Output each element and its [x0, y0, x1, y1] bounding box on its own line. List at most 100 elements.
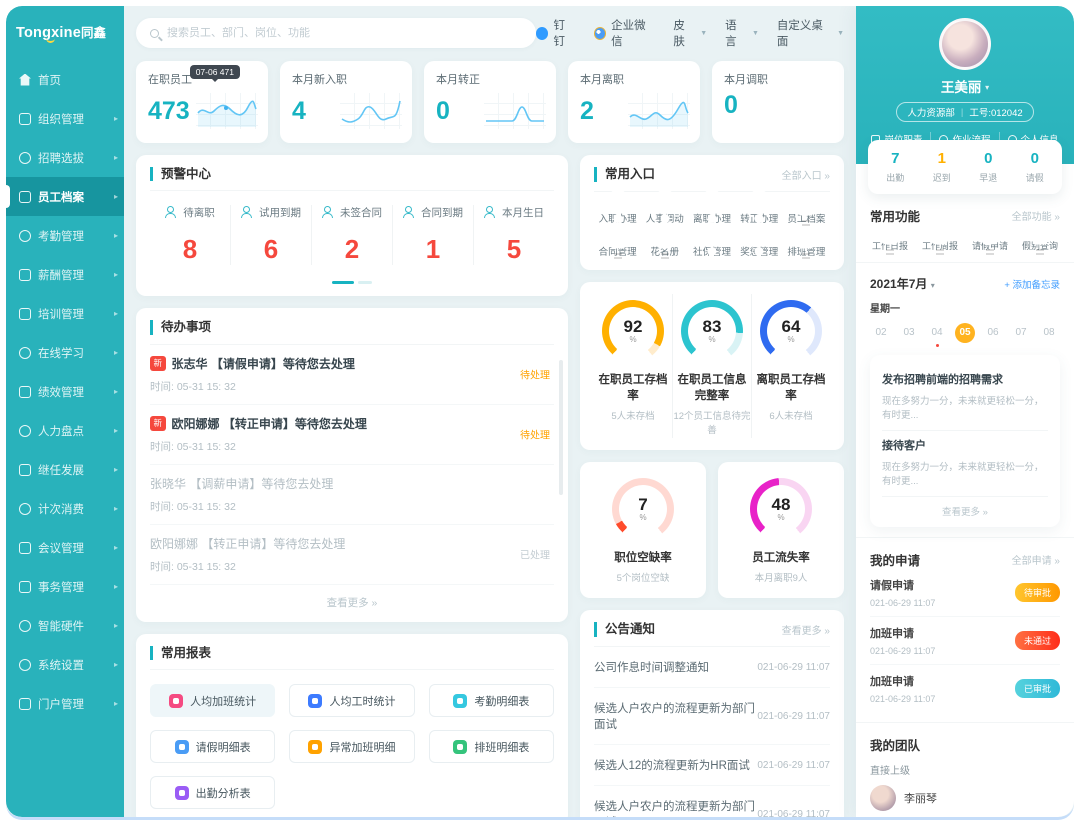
entry-onboarding[interactable]: 入职办理 [594, 206, 641, 225]
day-cell[interactable]: 04 [927, 323, 947, 347]
fn-leave-request[interactable]: 请假申请 [971, 241, 1008, 251]
attendance-present[interactable]: 7 出勤 [886, 150, 905, 183]
notice-item[interactable]: 候选人12的流程更新为HR面试 021-06-29 11:07 [594, 745, 830, 786]
sidebar-item-attendance[interactable]: 考勤管理 ▸ [6, 216, 124, 255]
sidebar-item-hardware[interactable]: 智能硬件 ▸ [6, 606, 124, 645]
search-bar[interactable] [136, 18, 536, 48]
report-attendance-analysis-button[interactable]: 出勤分析表 [150, 776, 276, 810]
sidebar-item-recruitment[interactable]: 招聘选拔 ▸ [6, 138, 124, 177]
todo-item[interactable]: 欧阳娜娜 【转正申请】等待您去处理 时间: 05-31 15: 32 已处理 [150, 525, 554, 585]
warning-pending-resign[interactable]: 待离职 8 [150, 205, 231, 266]
sidebar-item-portal[interactable]: 门户管理 ▸ [6, 684, 124, 723]
warning-birthdays[interactable]: 本月生日 5 [474, 205, 554, 265]
entry-personnel-transfer[interactable]: 人事调动 [641, 206, 688, 225]
day-cell[interactable]: 06 [987, 327, 999, 338]
entry-regularization[interactable]: 转正办理 [736, 206, 783, 225]
memo-item[interactable]: 发布招聘前端的招聘需求 现在多努力一分，未来就更轻松一分，有时更... [882, 365, 1048, 431]
report-avg-hours-button[interactable]: 人均工时统计 [289, 684, 415, 718]
attendance-leave[interactable]: 0 请假 [1025, 150, 1044, 183]
scrollbar[interactable] [559, 360, 563, 496]
user-name[interactable]: 王美丽 ▾ [940, 80, 990, 95]
stat-card-resigned[interactable]: 本月离职 2 [568, 61, 700, 143]
sidebar-item-performance[interactable]: 绩效管理 ▸ [6, 372, 124, 411]
stat-card-regularized[interactable]: 本月转正 0 [424, 61, 556, 143]
view-more-link[interactable]: 查看更多 » [781, 626, 830, 637]
warning-contract-expiry[interactable]: 合同到期 1 [393, 205, 474, 266]
supervisor-row[interactable]: 李丽琴 [870, 785, 1060, 817]
sidebar-item-employee-archive[interactable]: 员工档案 ▸ [6, 177, 124, 216]
day-cell[interactable]: 08 [1043, 327, 1055, 338]
chevron-down-icon: ▾ [930, 281, 935, 290]
application-item[interactable]: 加班申请 021-06-29 11:07 未通过 [870, 617, 1060, 665]
sidebar-item-org-mgmt[interactable]: 组织管理 ▸ [6, 99, 124, 138]
stats-row: 在职员工 473 07-06 471 本月新入职 4 [136, 61, 844, 143]
all-applications-link[interactable]: 全部申请 » [1011, 556, 1060, 567]
carousel-indicator[interactable] [150, 281, 554, 285]
fn-leave-type-query[interactable]: 假别查询 [1021, 241, 1058, 251]
sidebar-item-succession[interactable]: 继任发展 ▸ [6, 450, 124, 489]
sidebar-item-affairs[interactable]: 事务管理 ▸ [6, 567, 124, 606]
fn-daily-report[interactable]: 工作日报 [872, 241, 909, 251]
skin-dropdown[interactable]: 皮肤 ▼ [673, 20, 708, 48]
view-more-link[interactable]: 查看更多 » [326, 596, 378, 609]
avatar[interactable] [939, 18, 991, 70]
stat-card-active-employees[interactable]: 在职员工 473 07-06 471 [136, 61, 268, 143]
dingtalk-button[interactable]: 钉钉 [535, 17, 576, 49]
report-schedule-detail-button[interactable]: 排班明细表 [428, 730, 554, 764]
attendance-late[interactable]: 1 迟到 [932, 150, 951, 183]
add-memo-button[interactable]: + 添加备忘录 [1004, 279, 1060, 291]
warning-probation-due[interactable]: 试用到期 6 [231, 205, 312, 266]
all-entries-link[interactable]: 全部入口 » [781, 171, 830, 182]
notice-item[interactable]: 公司作息时间调整通知 021-06-29 11:07 [594, 647, 830, 688]
entry-contract-mgmt[interactable]: 合同管理 [594, 239, 641, 258]
sidebar-item-training[interactable]: 培训管理 ▸ [6, 294, 124, 333]
logo-brand: Tongxine [16, 25, 81, 41]
report-leave-detail-button[interactable]: 请假明细表 [150, 730, 276, 764]
warning-unsigned-contract[interactable]: 未签合同 2 [312, 205, 393, 266]
report-avg-overtime-button[interactable]: 人均加班统计 [150, 684, 276, 718]
todo-item[interactable]: 新欧阳娜娜 【转正申请】等待您去处理 时间: 05-31 15: 32 待处理 [150, 405, 554, 465]
entry-roster[interactable]: 花名册 [641, 239, 688, 258]
custom-desktop-dropdown[interactable]: 自定义桌面 ▼ [776, 20, 844, 48]
search-input[interactable] [167, 27, 522, 39]
sidebar-item-salary[interactable]: 薪酬管理 ▸ [6, 255, 124, 294]
entry-employee-archive[interactable]: 员工档案 [783, 206, 830, 225]
entry-reward-punishment[interactable]: 奖惩管理 [736, 239, 783, 258]
entry-social-security[interactable]: 社保管理 [688, 239, 735, 258]
view-more-link[interactable]: 查看更多 » [942, 507, 988, 518]
sidebar-item-settings[interactable]: 系统设置 ▸ [6, 645, 124, 684]
report-attendance-detail-button[interactable]: 考勤明细表 [428, 684, 554, 718]
language-dropdown[interactable]: 语言 ▼ [725, 20, 759, 48]
wecom-button[interactable]: 企业微信 [593, 17, 656, 49]
day-cell[interactable]: 03 [903, 327, 915, 338]
all-functions-link[interactable]: 全部功能 » [1011, 212, 1060, 223]
application-item[interactable]: 请假申请 021-06-29 11:07 待审批 [870, 569, 1060, 617]
memo-item[interactable]: 接待客户 现在多努力一分，未来就更轻松一分，有时更... [882, 431, 1048, 497]
chevron-right-icon: ▸ [113, 231, 118, 240]
entry-scheduling[interactable]: 排班管理 [783, 239, 830, 258]
stat-value: 4 [292, 96, 306, 125]
entry-resignation[interactable]: 离职办理 [688, 206, 735, 225]
sidebar-item-metering[interactable]: 计次消费 ▸ [6, 489, 124, 528]
todo-item[interactable]: 新张志华 【请假申请】等待您去处理 时间: 05-31 15: 32 待处理 [150, 345, 554, 405]
sidebar-item-online-learning[interactable]: 在线学习 ▸ [6, 333, 124, 372]
dingtalk-icon [535, 26, 549, 40]
stat-card-new-hires[interactable]: 本月新入职 4 [280, 61, 412, 143]
attendance-early-leave[interactable]: 0 早退 [979, 150, 998, 183]
fingerprint-icon [453, 693, 468, 708]
todo-item[interactable]: 张晓华 【调薪申请】等待您去处理 时间: 05-31 15: 32 [150, 465, 554, 525]
sidebar-item-home[interactable]: 首页 [6, 60, 124, 99]
stat-card-transferred[interactable]: 本月调职 0 [712, 61, 844, 143]
logo-smile-icon [46, 38, 55, 43]
sidebar-item-hr-inventory[interactable]: 人力盘点 ▸ [6, 411, 124, 450]
fn-weekly-report[interactable]: 工作周报 [921, 241, 958, 251]
month-selector[interactable]: 2021年7月 ▾ [870, 277, 935, 291]
sidebar-item-meeting[interactable]: 会议管理 ▸ [6, 528, 124, 567]
day-cell[interactable]: 02 [875, 327, 887, 338]
day-cell-selected[interactable]: 05 [955, 323, 975, 343]
application-item[interactable]: 加班申请 021-06-29 11:07 已审批 [870, 665, 1060, 712]
report-abnormal-overtime-button[interactable]: 异常加班明细 [289, 730, 415, 764]
day-cell[interactable]: 07 [1015, 327, 1027, 338]
